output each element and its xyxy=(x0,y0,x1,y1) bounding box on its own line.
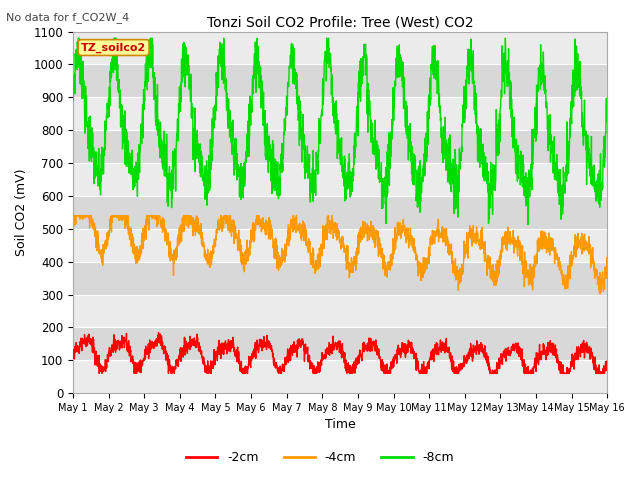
Bar xyxy=(73,295,607,327)
X-axis label: Time: Time xyxy=(324,419,355,432)
Title: Tonzi Soil CO2 Profile: Tree (West) CO2: Tonzi Soil CO2 Profile: Tree (West) CO2 xyxy=(207,15,474,29)
Bar xyxy=(73,97,607,130)
Bar xyxy=(73,327,607,360)
Bar xyxy=(73,32,607,64)
Bar xyxy=(73,196,607,229)
Bar xyxy=(73,64,607,97)
Bar xyxy=(73,163,607,196)
Text: No data for f_CO2W_4: No data for f_CO2W_4 xyxy=(6,12,130,23)
Bar xyxy=(73,262,607,295)
Text: TZ_soilco2: TZ_soilco2 xyxy=(81,42,147,53)
Bar xyxy=(73,360,607,393)
Bar xyxy=(73,229,607,262)
Bar xyxy=(73,130,607,163)
Legend: -2cm, -4cm, -8cm: -2cm, -4cm, -8cm xyxy=(181,446,459,469)
Y-axis label: Soil CO2 (mV): Soil CO2 (mV) xyxy=(15,168,28,256)
